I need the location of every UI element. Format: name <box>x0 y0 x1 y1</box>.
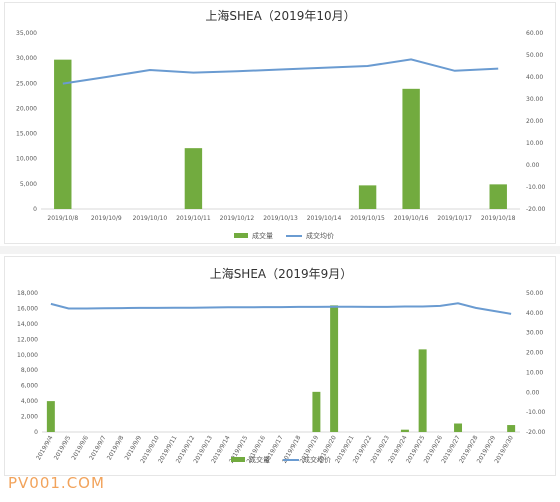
x-axis-tick-label: 2019/10/13 <box>263 215 298 222</box>
x-axis-tick-label: 2019/9/8 <box>106 434 126 461</box>
legend-swatch-volume <box>231 457 245 462</box>
y2-axis-tick-label: 20.00 <box>526 350 543 357</box>
x-axis-tick-label: 2019/9/30 <box>493 434 515 464</box>
chart-title: 上海SHEA（2019年10月） <box>205 8 355 23</box>
y-axis-tick-label: 6,000 <box>21 383 38 390</box>
y-axis-tick-label: 35,000 <box>16 30 37 37</box>
chart-panel-september: 上海SHEA（2019年9月） 0 2,000 4,000 6,000 8,000 10,0… <box>4 256 556 476</box>
bar-2019/9/27 <box>454 423 463 432</box>
chart-september: 上海SHEA（2019年9月） 0 2,000 4,000 6,000 8,000 10,0… <box>17 266 546 465</box>
y2-axis-tick-label: -10.00 <box>526 409 546 416</box>
bar-2019/10/15 <box>358 185 377 209</box>
y-axis-tick-label: 0 <box>34 429 38 436</box>
bar-2019/10/16 <box>402 88 420 209</box>
bar-2019/9/4 <box>46 401 55 432</box>
y2-axis-tick-label: 10.00 <box>526 369 543 376</box>
y-axis-tick-label: 18,000 <box>17 290 38 297</box>
x-axis-tick-label: 2019/10/17 <box>437 215 472 222</box>
x-axis-tick-label: 2019/10/10 <box>133 215 168 222</box>
legend-label-avg-price: 成交均价 <box>303 455 331 464</box>
y2-axis-tick-label: 60.00 <box>526 30 543 37</box>
y2-axis-tick-label: 50.00 <box>526 52 543 59</box>
y-axis-tick-label: 12,000 <box>17 336 38 343</box>
y-axis-tick-label: 25,000 <box>16 80 37 87</box>
y-axis-tick-label: 16,000 <box>17 305 38 312</box>
y-axis-tick-label: 10,000 <box>17 352 38 359</box>
bar-2019/9/24 <box>400 429 409 432</box>
y2-axis-tick-label: 0.00 <box>526 389 540 396</box>
y-axis-tick-label: 4,000 <box>21 398 38 405</box>
y-axis-tick-label: 8,000 <box>21 367 38 374</box>
bar-2019/9/30 <box>507 425 516 432</box>
x-axis-tick-label: 2019/10/15 <box>350 215 385 222</box>
y2-axis-tick-label: 10.00 <box>526 140 543 147</box>
x-axis-tick-label: 2019/9/6 <box>70 434 90 461</box>
x-axis-tick-label: 2019/9/4 <box>35 434 55 461</box>
y-axis-tick-label: 10,000 <box>16 156 37 163</box>
x-axis-tick-label: 2019/10/16 <box>394 215 429 222</box>
bar-2019/9/19 <box>312 391 321 432</box>
y2-axis-tick-label: 30.00 <box>526 96 543 103</box>
x-axis-tick-label: 2019/9/5 <box>53 434 73 461</box>
y2-axis-tick-label: 40.00 <box>526 310 543 317</box>
x-axis-tick-label: 2019/10/18 <box>481 215 516 222</box>
y2-axis-tick-label: 20.00 <box>526 118 543 125</box>
series-line-avg-price <box>62 58 499 85</box>
y-axis-tick-label: 14,000 <box>17 321 38 328</box>
x-axis-tick-label: 2019/10/11 <box>176 215 211 222</box>
panel-divider <box>0 246 560 254</box>
watermark-text: PV001.COM <box>8 474 105 492</box>
y2-axis-tick-label: 40.00 <box>526 74 543 81</box>
x-axis-tick-label: 2019/10/12 <box>220 215 255 222</box>
x-axis-tick-label: 2019/9/7 <box>88 434 108 461</box>
bar-2019/9/20 <box>330 305 339 432</box>
chart-october: 上海SHEA（2019年10月） 0 5,000 10,000 15,000 20,000… <box>16 8 546 240</box>
y2-axis-tick-label: 50.00 <box>526 290 543 297</box>
y2-axis-tick-label: 30.00 <box>526 330 543 337</box>
y-axis-tick-label: 2,000 <box>21 414 38 421</box>
bar-2019/10/8 <box>54 59 72 209</box>
legend-label-avg-price: 成交均价 <box>306 231 334 240</box>
x-axis-tick-label: 2019/10/8 <box>47 215 78 222</box>
y2-axis-tick-label: -10.00 <box>526 184 546 191</box>
y-axis-tick-label: 20,000 <box>16 105 37 112</box>
bar-2019/10/11 <box>184 148 203 209</box>
chart-title: 上海SHEA（2019年9月） <box>210 266 353 281</box>
y2-axis-tick-label: -20.00 <box>526 429 546 436</box>
chart-panel-october: 上海SHEA（2019年10月） 0 5,000 10,000 15,000 20,000… <box>4 2 556 244</box>
legend-swatch-volume <box>234 233 248 238</box>
series-line-avg-price <box>50 302 512 315</box>
bar-2019/10/18 <box>489 184 507 209</box>
y-axis-tick-label: 0 <box>33 206 37 213</box>
y2-axis-tick-label: -20.00 <box>526 206 546 213</box>
y-axis-tick-label: 30,000 <box>16 55 37 62</box>
x-axis-tick-label: 2019/10/14 <box>307 215 342 222</box>
x-axis-tick-label: 2019/9/9 <box>124 434 144 461</box>
y-axis-tick-label: 15,000 <box>16 131 37 138</box>
legend-label-volume: 成交量 <box>252 231 273 240</box>
y-axis-tick-label: 5,000 <box>20 181 37 188</box>
y2-axis-tick-label: 0.00 <box>526 162 540 169</box>
x-axis-tick-label: 2019/10/9 <box>91 215 122 222</box>
bar-2019/9/25 <box>418 349 427 432</box>
legend-label-volume: 成交量 <box>249 455 270 464</box>
